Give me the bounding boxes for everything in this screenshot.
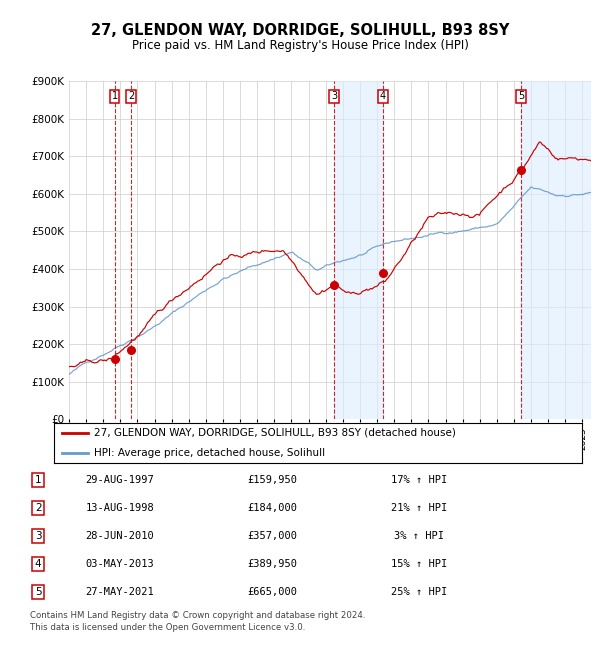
Text: 5: 5 <box>35 587 41 597</box>
Text: 15% ↑ HPI: 15% ↑ HPI <box>391 559 447 569</box>
Text: 28-JUN-2010: 28-JUN-2010 <box>86 531 154 541</box>
Text: £357,000: £357,000 <box>247 531 297 541</box>
Text: HPI: Average price, detached house, Solihull: HPI: Average price, detached house, Soli… <box>94 448 325 458</box>
Text: This data is licensed under the Open Government Licence v3.0.: This data is licensed under the Open Gov… <box>30 623 305 632</box>
Text: £184,000: £184,000 <box>247 503 297 513</box>
Text: £665,000: £665,000 <box>247 587 297 597</box>
Text: Contains HM Land Registry data © Crown copyright and database right 2024.: Contains HM Land Registry data © Crown c… <box>30 611 365 620</box>
Text: £159,950: £159,950 <box>247 475 297 485</box>
Text: 1: 1 <box>35 475 41 485</box>
Text: 4: 4 <box>380 92 386 101</box>
Text: 27-MAY-2021: 27-MAY-2021 <box>86 587 154 597</box>
Text: 21% ↑ HPI: 21% ↑ HPI <box>391 503 447 513</box>
Text: 3: 3 <box>35 531 41 541</box>
Bar <box>334 81 383 419</box>
Bar <box>521 81 591 419</box>
Text: 27, GLENDON WAY, DORRIDGE, SOLIHULL, B93 8SY (detached house): 27, GLENDON WAY, DORRIDGE, SOLIHULL, B93… <box>94 428 455 437</box>
Text: 25% ↑ HPI: 25% ↑ HPI <box>391 587 447 597</box>
Text: 03-MAY-2013: 03-MAY-2013 <box>86 559 154 569</box>
Text: 4: 4 <box>35 559 41 569</box>
Text: 3: 3 <box>331 92 337 101</box>
Text: £389,950: £389,950 <box>247 559 297 569</box>
Text: 3% ↑ HPI: 3% ↑ HPI <box>394 531 444 541</box>
Text: 2: 2 <box>35 503 41 513</box>
Text: 2: 2 <box>128 92 134 101</box>
Text: 27, GLENDON WAY, DORRIDGE, SOLIHULL, B93 8SY: 27, GLENDON WAY, DORRIDGE, SOLIHULL, B93… <box>91 23 509 38</box>
Text: 1: 1 <box>112 92 118 101</box>
Text: Price paid vs. HM Land Registry's House Price Index (HPI): Price paid vs. HM Land Registry's House … <box>131 39 469 52</box>
Text: 17% ↑ HPI: 17% ↑ HPI <box>391 475 447 485</box>
Text: 29-AUG-1997: 29-AUG-1997 <box>86 475 154 485</box>
Text: 5: 5 <box>518 92 524 101</box>
Text: 13-AUG-1998: 13-AUG-1998 <box>86 503 154 513</box>
